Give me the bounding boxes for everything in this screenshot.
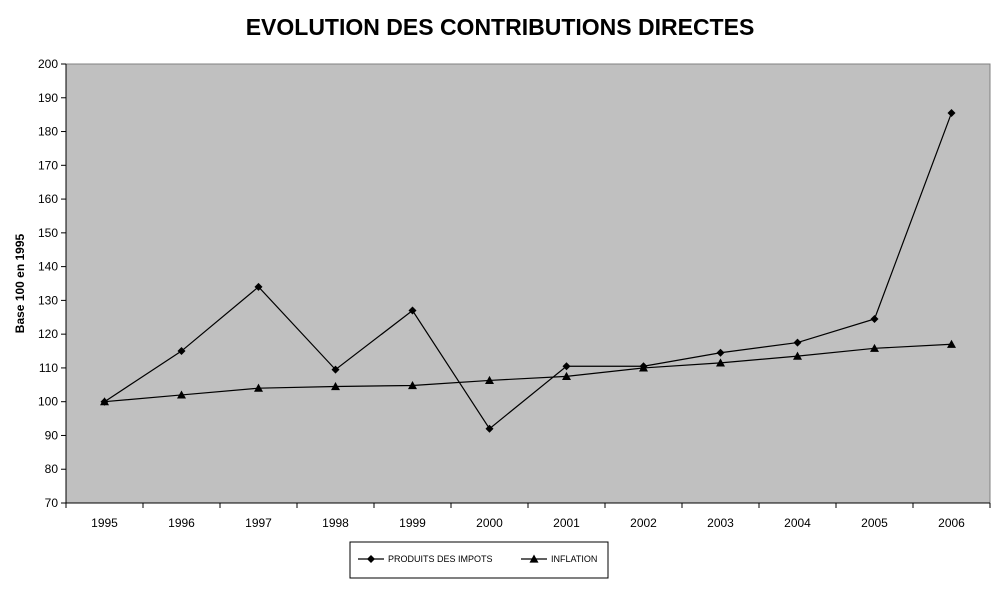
data-point xyxy=(485,375,494,385)
data-point xyxy=(716,358,725,367)
y-tick-label: 170 xyxy=(38,158,58,172)
data-point xyxy=(331,381,340,391)
y-tick-label: 130 xyxy=(38,293,58,307)
y-tick-label: 80 xyxy=(45,462,59,476)
y-tick-label: 200 xyxy=(38,57,58,71)
series-2 xyxy=(100,339,956,406)
data-point xyxy=(562,362,571,371)
data-point xyxy=(562,371,571,380)
x-tick-label: 2000 xyxy=(476,516,503,530)
y-tick-label: 110 xyxy=(39,361,58,375)
x-tick-label: 2003 xyxy=(707,516,734,530)
y-tick-label: 160 xyxy=(38,192,58,206)
legend-marker xyxy=(367,555,375,563)
data-point xyxy=(639,363,648,372)
data-point xyxy=(331,365,340,374)
x-tick-label: 2002 xyxy=(630,516,657,530)
y-tick-label: 120 xyxy=(38,327,58,341)
series-layer xyxy=(100,108,956,433)
x-tick-label: 1997 xyxy=(245,516,272,530)
data-point xyxy=(793,338,802,347)
y-tick-label: 140 xyxy=(38,260,58,274)
series-line xyxy=(104,112,953,430)
legend-label: PRODUITS DES IMPOTS xyxy=(388,554,493,564)
x-tick-label: 1999 xyxy=(399,516,426,530)
legend-entry: INFLATION xyxy=(521,554,597,564)
y-tick-label: 70 xyxy=(45,496,59,510)
x-tick-label: 1996 xyxy=(168,516,195,530)
y-axis: 70 80 90 100 110 120 130 140 150 160 170 180 190 200 xyxy=(38,57,67,510)
legend-entry: PRODUITS DES IMPOTS xyxy=(358,554,493,564)
series-line xyxy=(104,343,952,403)
data-point xyxy=(177,390,186,399)
legend-marker xyxy=(529,554,539,563)
y-tick-label: 180 xyxy=(38,125,58,139)
plot-area xyxy=(65,63,991,504)
data-point xyxy=(100,397,109,406)
x-tick-label: 1995 xyxy=(91,516,118,530)
data-point xyxy=(408,380,417,390)
data-point xyxy=(254,383,263,392)
data-point xyxy=(408,306,417,315)
legend-box xyxy=(349,541,609,579)
data-point xyxy=(177,347,186,356)
y-tick-label: 100 xyxy=(38,395,58,409)
y-axis-title: Base 100 en 1995 xyxy=(13,233,27,333)
x-tick-label: 2001 xyxy=(553,516,580,530)
data-point xyxy=(793,351,802,360)
data-point xyxy=(947,339,956,348)
legend-label: INFLATION xyxy=(551,554,597,564)
data-point xyxy=(254,282,263,291)
x-tick-label: 2004 xyxy=(784,516,811,530)
x-tick-label: 1998 xyxy=(322,516,349,530)
x-tick-label: 2005 xyxy=(861,516,888,530)
x-axis: 1995 1996 1997 1998 1999 2000 2001 2002 2003 2004… xyxy=(65,502,991,530)
data-point xyxy=(870,343,879,352)
data-point xyxy=(716,348,725,357)
y-tick-label: 90 xyxy=(45,428,59,442)
legend: PRODUITS DES IMPOTS INFLATION xyxy=(349,541,609,579)
x-tick-label: 2006 xyxy=(938,516,965,530)
y-tick-label: 190 xyxy=(38,91,58,105)
data-point xyxy=(947,108,956,117)
chart-title: EVOLUTION DES CONTRIBUTIONS DIRECTES xyxy=(245,14,755,40)
data-point xyxy=(870,314,879,323)
data-point xyxy=(485,424,494,433)
y-tick-label: 150 xyxy=(38,226,58,240)
